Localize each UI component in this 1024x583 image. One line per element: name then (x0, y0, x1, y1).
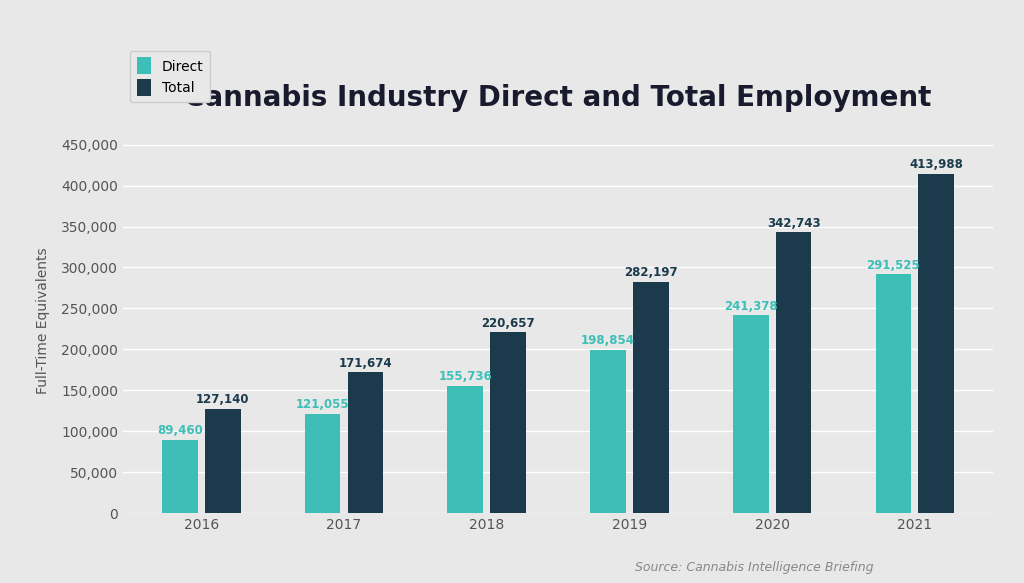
Text: 121,055: 121,055 (296, 398, 349, 411)
Bar (590, 350, 626, 513)
Text: 291,525: 291,525 (866, 258, 921, 272)
Bar (347, 373, 383, 513)
Bar (776, 233, 811, 513)
Text: Source: Cannabis Intelligence Briefing: Source: Cannabis Intelligence Briefing (635, 561, 873, 574)
Legend: Direct, Total: Direct, Total (130, 51, 211, 103)
Bar (447, 385, 483, 513)
Bar (733, 315, 769, 513)
Text: 282,197: 282,197 (624, 266, 678, 279)
Text: 127,140: 127,140 (196, 393, 250, 406)
Bar (919, 174, 954, 513)
Text: 171,674: 171,674 (339, 357, 392, 370)
Text: 198,854: 198,854 (581, 335, 635, 347)
Text: 155,736: 155,736 (438, 370, 493, 382)
Bar (305, 414, 340, 513)
Bar (205, 409, 241, 513)
Text: 89,460: 89,460 (157, 424, 203, 437)
Text: 342,743: 342,743 (767, 216, 820, 230)
Title: Cannabis Industry Direct and Total Employment: Cannabis Industry Direct and Total Emplo… (184, 84, 932, 112)
Text: 220,657: 220,657 (481, 317, 535, 329)
Bar (633, 282, 669, 513)
Bar (162, 440, 198, 513)
Text: 241,378: 241,378 (724, 300, 777, 312)
Y-axis label: Full-Time Equivalents: Full-Time Equivalents (36, 247, 50, 394)
Text: 413,988: 413,988 (909, 158, 964, 171)
Bar (876, 275, 911, 513)
Bar (490, 332, 526, 513)
